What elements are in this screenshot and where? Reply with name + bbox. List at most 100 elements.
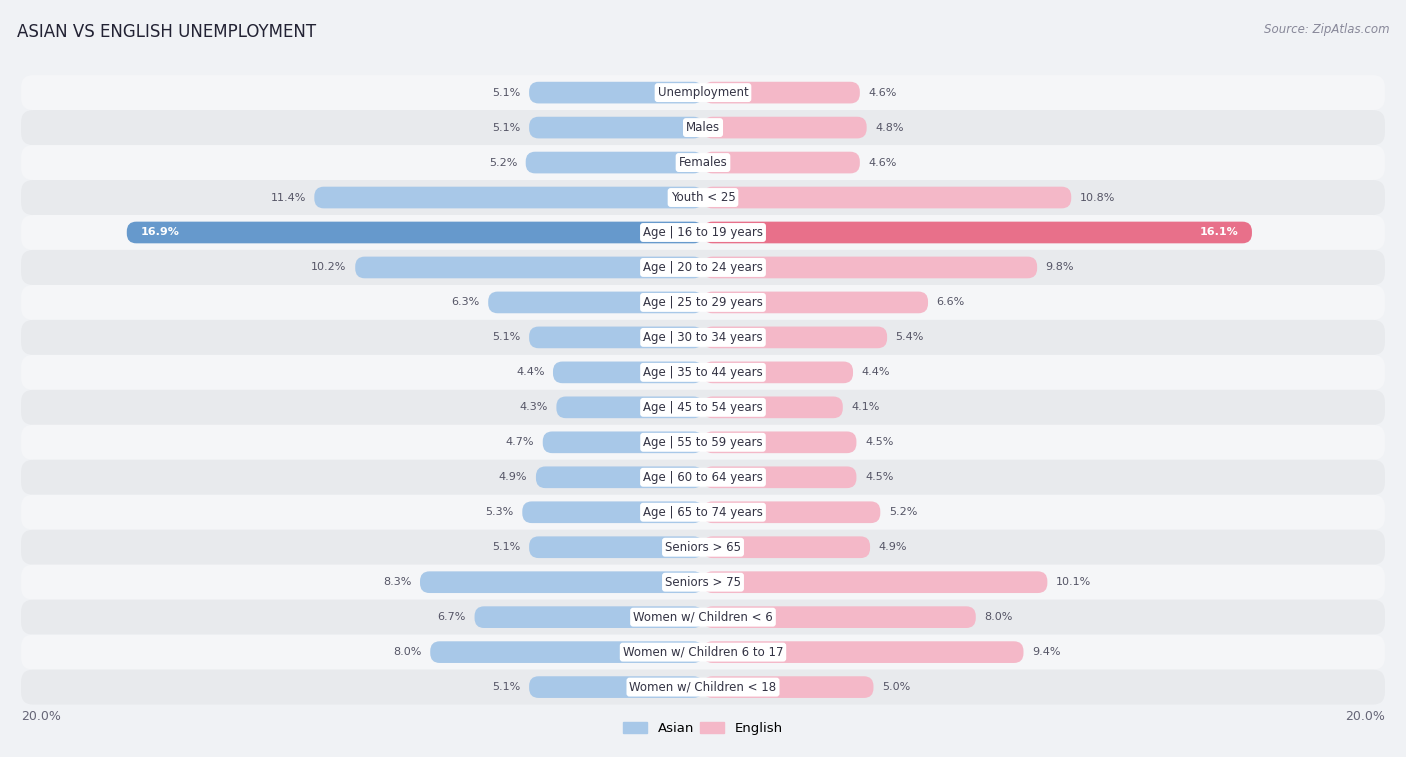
FancyBboxPatch shape [21, 110, 1385, 145]
FancyBboxPatch shape [703, 397, 842, 418]
FancyBboxPatch shape [703, 676, 873, 698]
Text: ASIAN VS ENGLISH UNEMPLOYMENT: ASIAN VS ENGLISH UNEMPLOYMENT [17, 23, 316, 41]
Legend: Asian, English: Asian, English [617, 716, 789, 740]
Text: 16.1%: 16.1% [1199, 228, 1239, 238]
Text: 5.1%: 5.1% [492, 88, 520, 98]
FancyBboxPatch shape [703, 117, 866, 139]
Text: Females: Females [679, 156, 727, 169]
Text: 5.2%: 5.2% [889, 507, 917, 517]
Text: Age | 55 to 59 years: Age | 55 to 59 years [643, 436, 763, 449]
FancyBboxPatch shape [127, 222, 703, 243]
FancyBboxPatch shape [557, 397, 703, 418]
FancyBboxPatch shape [529, 676, 703, 698]
Text: 4.6%: 4.6% [869, 88, 897, 98]
FancyBboxPatch shape [529, 117, 703, 139]
Text: 5.1%: 5.1% [492, 682, 520, 692]
Text: 20.0%: 20.0% [21, 710, 60, 723]
FancyBboxPatch shape [21, 670, 1385, 705]
Text: 8.3%: 8.3% [382, 577, 412, 587]
Text: Age | 65 to 74 years: Age | 65 to 74 years [643, 506, 763, 519]
Text: 10.1%: 10.1% [1056, 577, 1091, 587]
FancyBboxPatch shape [430, 641, 703, 663]
FancyBboxPatch shape [703, 82, 860, 104]
FancyBboxPatch shape [315, 187, 703, 208]
FancyBboxPatch shape [21, 425, 1385, 459]
Text: Age | 20 to 24 years: Age | 20 to 24 years [643, 261, 763, 274]
Text: Women w/ Children 6 to 17: Women w/ Children 6 to 17 [623, 646, 783, 659]
FancyBboxPatch shape [21, 320, 1385, 355]
FancyBboxPatch shape [703, 326, 887, 348]
FancyBboxPatch shape [703, 537, 870, 558]
Text: Age | 16 to 19 years: Age | 16 to 19 years [643, 226, 763, 239]
FancyBboxPatch shape [21, 355, 1385, 390]
Text: 4.5%: 4.5% [865, 438, 893, 447]
FancyBboxPatch shape [21, 145, 1385, 180]
Text: 9.4%: 9.4% [1032, 647, 1060, 657]
FancyBboxPatch shape [703, 151, 860, 173]
FancyBboxPatch shape [703, 466, 856, 488]
Text: 8.0%: 8.0% [984, 612, 1012, 622]
FancyBboxPatch shape [529, 537, 703, 558]
FancyBboxPatch shape [703, 291, 928, 313]
FancyBboxPatch shape [703, 257, 1038, 279]
FancyBboxPatch shape [703, 187, 1071, 208]
FancyBboxPatch shape [553, 362, 703, 383]
FancyBboxPatch shape [21, 459, 1385, 495]
FancyBboxPatch shape [21, 390, 1385, 425]
Text: 4.7%: 4.7% [506, 438, 534, 447]
FancyBboxPatch shape [703, 641, 1024, 663]
FancyBboxPatch shape [21, 285, 1385, 320]
Text: 6.6%: 6.6% [936, 298, 965, 307]
Text: 8.0%: 8.0% [394, 647, 422, 657]
FancyBboxPatch shape [356, 257, 703, 279]
Text: Women w/ Children < 18: Women w/ Children < 18 [630, 681, 776, 693]
FancyBboxPatch shape [488, 291, 703, 313]
Text: 10.2%: 10.2% [311, 263, 347, 273]
FancyBboxPatch shape [703, 606, 976, 628]
Text: 16.9%: 16.9% [141, 228, 180, 238]
Text: 4.3%: 4.3% [519, 402, 548, 413]
FancyBboxPatch shape [522, 501, 703, 523]
FancyBboxPatch shape [21, 250, 1385, 285]
Text: Age | 25 to 29 years: Age | 25 to 29 years [643, 296, 763, 309]
Text: 10.8%: 10.8% [1080, 192, 1115, 203]
Text: 11.4%: 11.4% [270, 192, 305, 203]
FancyBboxPatch shape [529, 326, 703, 348]
Text: 5.0%: 5.0% [882, 682, 910, 692]
FancyBboxPatch shape [475, 606, 703, 628]
Text: 5.1%: 5.1% [492, 542, 520, 552]
Text: 20.0%: 20.0% [1346, 710, 1385, 723]
FancyBboxPatch shape [703, 362, 853, 383]
FancyBboxPatch shape [543, 431, 703, 453]
FancyBboxPatch shape [529, 82, 703, 104]
FancyBboxPatch shape [526, 151, 703, 173]
FancyBboxPatch shape [21, 75, 1385, 110]
FancyBboxPatch shape [536, 466, 703, 488]
Text: Source: ZipAtlas.com: Source: ZipAtlas.com [1264, 23, 1389, 36]
FancyBboxPatch shape [21, 180, 1385, 215]
Text: Age | 30 to 34 years: Age | 30 to 34 years [643, 331, 763, 344]
Text: 4.9%: 4.9% [879, 542, 907, 552]
Text: 5.1%: 5.1% [492, 332, 520, 342]
Text: Women w/ Children < 6: Women w/ Children < 6 [633, 611, 773, 624]
FancyBboxPatch shape [703, 222, 1251, 243]
FancyBboxPatch shape [21, 215, 1385, 250]
Text: Age | 45 to 54 years: Age | 45 to 54 years [643, 401, 763, 414]
Text: 6.7%: 6.7% [437, 612, 465, 622]
FancyBboxPatch shape [703, 431, 856, 453]
Text: 4.4%: 4.4% [862, 367, 890, 378]
FancyBboxPatch shape [420, 572, 703, 593]
Text: Age | 35 to 44 years: Age | 35 to 44 years [643, 366, 763, 378]
Text: 5.4%: 5.4% [896, 332, 924, 342]
Text: Seniors > 65: Seniors > 65 [665, 540, 741, 553]
FancyBboxPatch shape [703, 572, 1047, 593]
Text: Age | 60 to 64 years: Age | 60 to 64 years [643, 471, 763, 484]
Text: 9.8%: 9.8% [1046, 263, 1074, 273]
FancyBboxPatch shape [21, 565, 1385, 600]
Text: 4.9%: 4.9% [499, 472, 527, 482]
Text: 4.6%: 4.6% [869, 157, 897, 167]
Text: 5.3%: 5.3% [485, 507, 513, 517]
Text: 6.3%: 6.3% [451, 298, 479, 307]
FancyBboxPatch shape [703, 501, 880, 523]
Text: Males: Males [686, 121, 720, 134]
